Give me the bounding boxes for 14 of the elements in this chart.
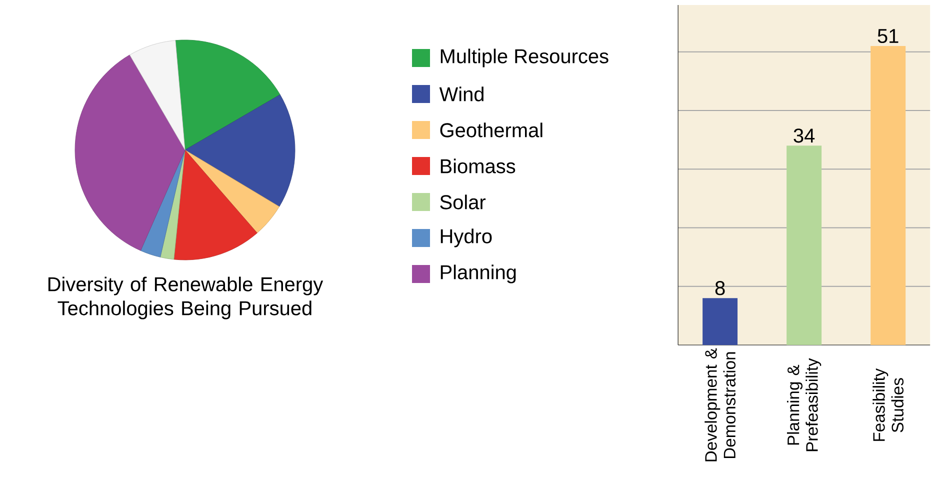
x-tick-label: Development & Demonstration	[704, 348, 736, 462]
data-label: 8	[715, 281, 725, 296]
text: Diversity of Renewable Energy Technologies Being Pursued	[48, 276, 324, 320]
legend-label: Solar	[440, 194, 486, 210]
data-label: 51	[878, 29, 898, 44]
legend-label: Multiple Resources	[440, 48, 608, 68]
legend-label: Geothermal	[440, 122, 542, 138]
x-tick-label: Feasibility Studies	[872, 368, 904, 441]
legend-label: Biomass	[440, 158, 516, 174]
legend-label: Hydro	[440, 228, 492, 248]
legend-label: Planning	[440, 264, 516, 284]
legend-label: Wind	[439, 86, 484, 102]
x-tick-label: Planning & Prefeasibility	[786, 358, 822, 452]
data-label: 34	[794, 128, 815, 143]
